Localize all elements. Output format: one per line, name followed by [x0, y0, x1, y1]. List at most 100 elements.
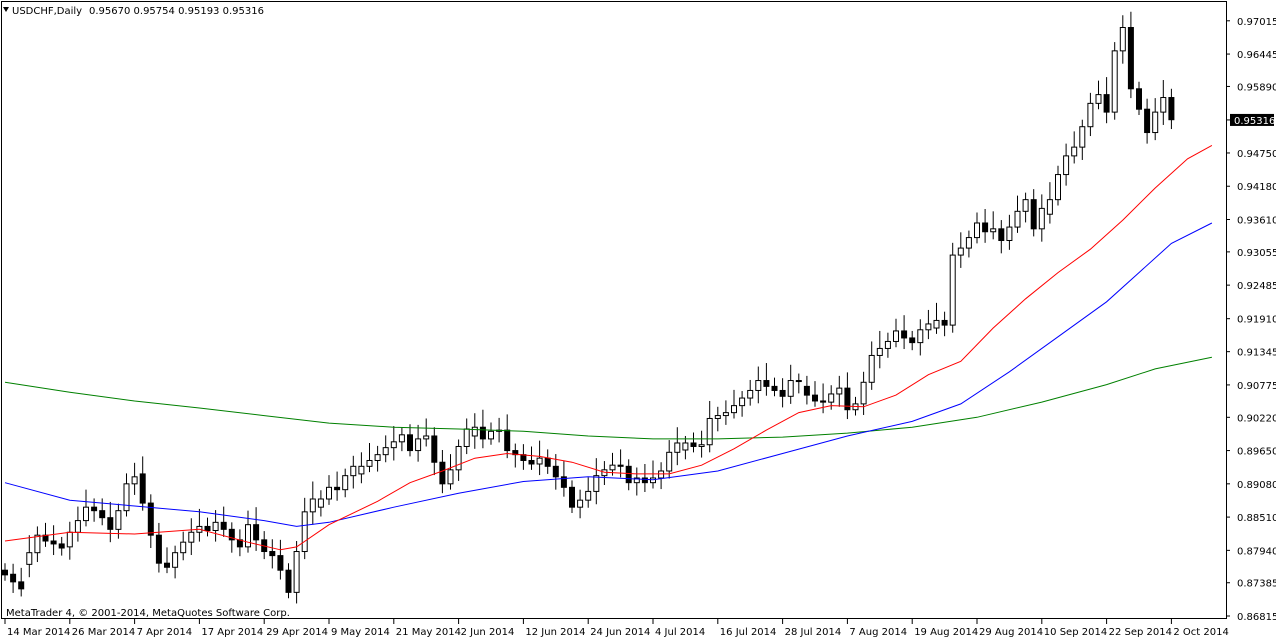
- candle: [342, 468, 349, 498]
- candle-body: [1119, 27, 1126, 52]
- candle: [674, 427, 681, 466]
- candle-body: [836, 387, 843, 395]
- candle: [763, 363, 770, 396]
- candle: [334, 471, 341, 501]
- time-tick-label: 22 Sep 2014: [1109, 627, 1172, 638]
- candle: [893, 318, 899, 348]
- candle-body: [423, 435, 430, 440]
- candle: [836, 375, 843, 407]
- candle-body: [974, 222, 980, 239]
- menu-triangle-icon[interactable]: [3, 7, 9, 12]
- candle: [690, 432, 697, 453]
- candle: [18, 567, 25, 597]
- candle: [974, 212, 980, 244]
- candle-body: [560, 476, 567, 488]
- candle-body: [828, 393, 835, 403]
- candle: [901, 315, 908, 350]
- candle-body: [99, 510, 106, 519]
- candle: [293, 541, 300, 604]
- time-tick-label: 2 Oct 2014: [1173, 627, 1228, 638]
- candle: [682, 435, 689, 460]
- candle: [366, 442, 373, 473]
- candle-body: [658, 470, 665, 479]
- candle-body: [253, 524, 260, 541]
- price-tick-label: 0.90775: [1237, 381, 1276, 392]
- candle: [423, 418, 430, 447]
- price-tick-label: 0.86815: [1237, 612, 1276, 623]
- candle-body: [998, 228, 1005, 241]
- candle: [107, 501, 114, 543]
- candle: [172, 545, 179, 579]
- price-tick-label: 0.91910: [1237, 315, 1276, 326]
- time-tick-label: 29 Aug 2014: [979, 627, 1043, 638]
- candle: [787, 364, 794, 404]
- candle-body: [447, 469, 454, 485]
- time-tick-label: 10 Sep 2014: [1044, 627, 1107, 638]
- candle: [301, 497, 308, 560]
- candle-body: [690, 442, 697, 447]
- candle: [731, 389, 737, 419]
- time-tick-label: 26 Mar 2014: [72, 627, 135, 638]
- candle: [1152, 98, 1159, 141]
- candle-body: [617, 464, 624, 467]
- candle-body: [479, 426, 486, 440]
- candle: [139, 456, 146, 511]
- candle-body: [107, 517, 114, 530]
- candle-body: [50, 540, 57, 545]
- candle-body: [1168, 97, 1175, 121]
- candle-body: [787, 380, 794, 397]
- candle: [868, 341, 875, 390]
- candle: [706, 400, 713, 453]
- candle-body: [884, 340, 891, 349]
- candle-body: [722, 412, 729, 417]
- candle: [569, 480, 575, 514]
- candle: [1144, 98, 1151, 144]
- candle: [593, 458, 600, 505]
- candle: [407, 424, 413, 457]
- candle-body: [415, 438, 422, 452]
- candle: [1119, 15, 1126, 64]
- candle: [326, 475, 332, 505]
- candle-body: [771, 385, 778, 391]
- candle: [641, 463, 648, 492]
- candle-body: [674, 442, 681, 453]
- candle: [439, 449, 446, 494]
- time-tick-label: 4 Jul 2014: [655, 627, 705, 638]
- candle-body: [812, 394, 818, 402]
- candle: [941, 311, 948, 337]
- candle: [155, 522, 162, 573]
- candle-body: [471, 426, 478, 437]
- candle-body: [66, 531, 73, 548]
- candle-body: [739, 397, 746, 407]
- time-tick-label: 19 Aug 2014: [914, 627, 978, 638]
- price-tick-label: 0.94180: [1237, 182, 1276, 193]
- candle-body: [990, 228, 997, 233]
- candle-body: [342, 475, 349, 491]
- candle: [998, 220, 1005, 254]
- candle: [909, 330, 916, 351]
- candle: [277, 539, 284, 580]
- candle-body: [633, 477, 640, 484]
- candle-body: [334, 486, 341, 491]
- price-axis: 0.97015 0.96445 0.95890 0.95316 0.94750 0.941…: [1226, 17, 1276, 623]
- candle-body: [34, 534, 41, 554]
- candle: [650, 460, 656, 489]
- candle: [633, 467, 640, 496]
- candle: [123, 473, 130, 517]
- candle: [447, 454, 454, 490]
- candle-body: [860, 381, 867, 405]
- candle: [771, 377, 778, 397]
- candle-body: [139, 473, 146, 504]
- candle-body: [909, 337, 916, 344]
- candle: [1006, 214, 1013, 250]
- candle-body: [407, 434, 413, 452]
- candle: [245, 510, 251, 553]
- candle-body: [1095, 94, 1102, 104]
- candle-body: [180, 541, 187, 554]
- candle: [415, 424, 422, 462]
- ma-mid-line: [4, 222, 1213, 527]
- candle-body: [933, 319, 940, 329]
- candle: [965, 230, 972, 258]
